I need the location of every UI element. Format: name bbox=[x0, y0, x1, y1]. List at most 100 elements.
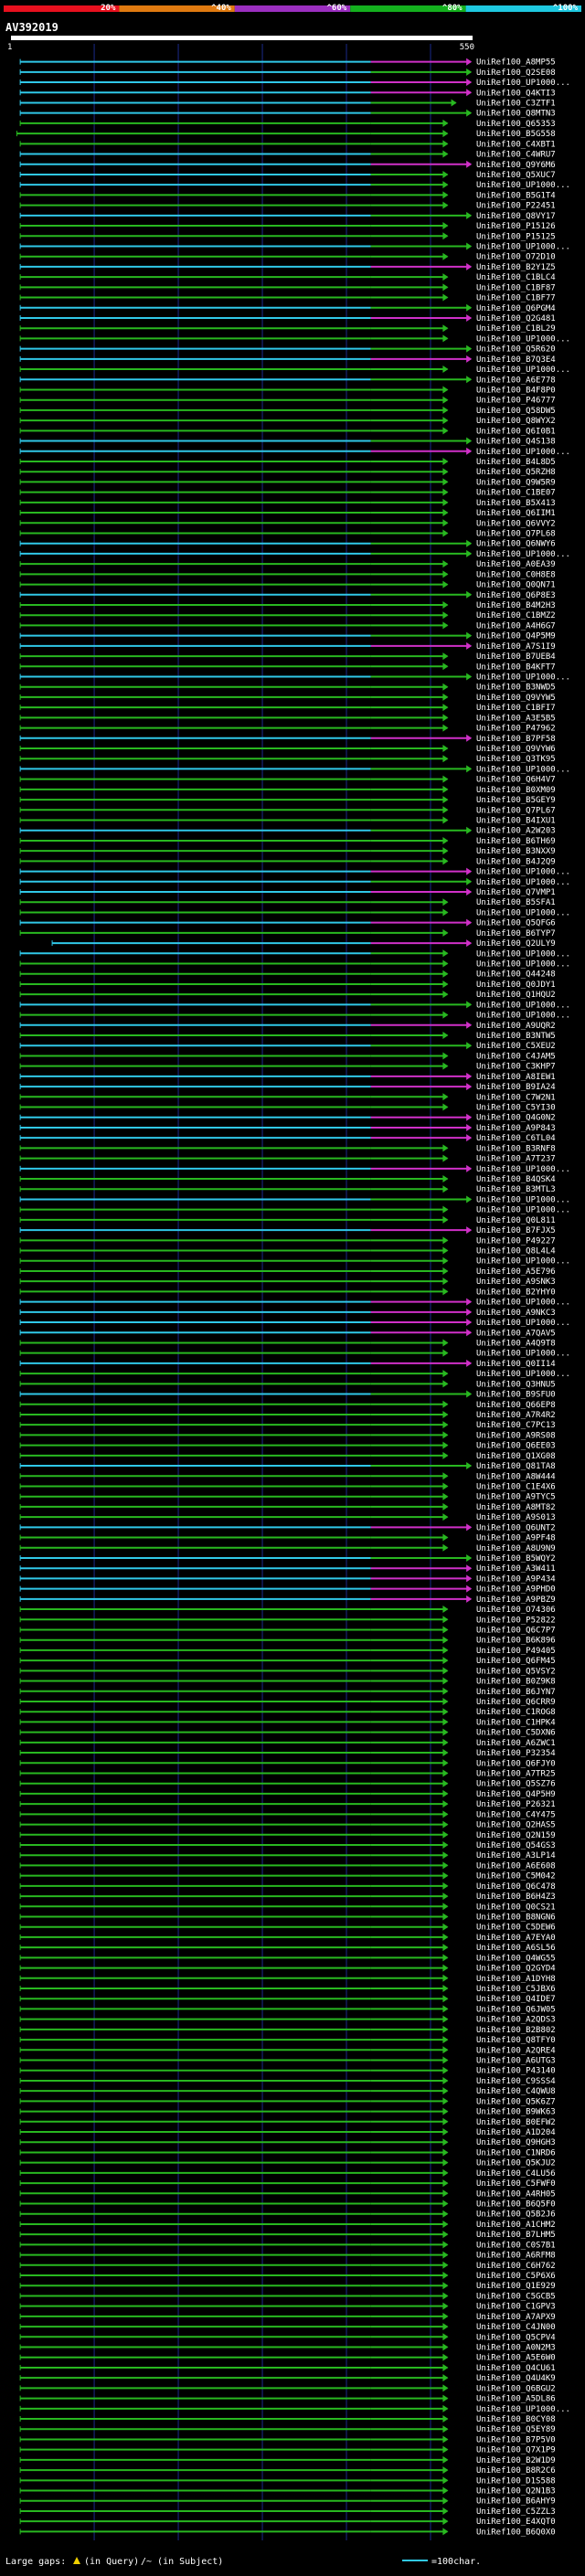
hit-row: UniRef100_A6UTG3 bbox=[19, 2056, 556, 2066]
hit-label: UniRef100_A9PHD0 bbox=[476, 1585, 556, 1595]
identity-scale-segment bbox=[4, 5, 120, 12]
hit-arrow bbox=[466, 1319, 473, 1327]
hit-arrow bbox=[442, 2128, 449, 2136]
hit-label: UniRef100_UP1000... bbox=[476, 908, 570, 917]
hit-arrow bbox=[442, 2343, 449, 2351]
hit-arrow bbox=[466, 262, 473, 270]
hit-row: UniRef100_Q5SZ76 bbox=[19, 1779, 556, 1789]
hit-label: UniRef100_C1BLC4 bbox=[476, 273, 556, 282]
hit-arrow bbox=[466, 1072, 473, 1080]
hit-label: UniRef100_C5M042 bbox=[476, 1872, 556, 1882]
hit-arrow bbox=[442, 119, 449, 127]
hit-label: UniRef100_B9IA24 bbox=[476, 1083, 556, 1092]
hit-row: UniRef100_B2B802 bbox=[19, 2025, 556, 2035]
hit-row: UniRef100_A2W203 bbox=[19, 826, 556, 836]
hit-arrow bbox=[442, 2046, 449, 2054]
hit-label: UniRef100_B3NXX9 bbox=[476, 847, 556, 856]
hit-label: UniRef100_B4KFT7 bbox=[476, 663, 556, 672]
hit-label: UniRef100_C1BL29 bbox=[476, 324, 556, 334]
hit-arrow bbox=[466, 539, 473, 547]
hit-row: UniRef100_Q5EY89 bbox=[19, 2425, 556, 2434]
hit-arrow bbox=[466, 1595, 473, 1603]
hit-arrow bbox=[451, 99, 457, 107]
hit-label: UniRef100_B2B802 bbox=[476, 2026, 556, 2035]
hit-row: UniRef100_UP1000... bbox=[19, 1011, 570, 1021]
hit-label: UniRef100_C1ROG8 bbox=[476, 1708, 556, 1717]
hit-label: UniRef100_B7P5V0 bbox=[476, 2435, 556, 2444]
hit-label: UniRef100_A7TR25 bbox=[476, 1769, 556, 1778]
hit-row: UniRef100_A3E5B5 bbox=[19, 714, 556, 723]
hit-row: UniRef100_Q6VVY2 bbox=[19, 519, 556, 528]
hit-arrow bbox=[466, 1226, 473, 1235]
hit-arrow bbox=[442, 1246, 449, 1255]
hit-row: UniRef100_A8MP55 bbox=[19, 58, 556, 68]
hit-row: UniRef100_Q5KJU2 bbox=[19, 2158, 556, 2168]
hit-arrow bbox=[442, 1533, 449, 1542]
hit-label: UniRef100_Q6BGU2 bbox=[476, 2384, 556, 2393]
hit-row: UniRef100_UP1000... bbox=[19, 867, 570, 877]
hit-arrow bbox=[466, 1298, 473, 1306]
hit-row: UniRef100_A2QDS3 bbox=[19, 2015, 556, 2025]
hit-label: UniRef100_Q6CRR9 bbox=[476, 1698, 556, 1707]
hit-arrow bbox=[466, 79, 473, 87]
hit-row: UniRef100_C1ROG8 bbox=[19, 1708, 556, 1717]
hit-row: UniRef100_Q0II14 bbox=[19, 1359, 556, 1369]
hit-row: UniRef100_A7EYA0 bbox=[19, 1933, 556, 1943]
hit-arrow bbox=[442, 847, 449, 855]
hit-label: UniRef100_C4JAM5 bbox=[476, 1052, 556, 1061]
hit-arrow bbox=[442, 2066, 449, 2074]
hit-row: UniRef100_Q2GYD4 bbox=[19, 1964, 556, 1974]
hit-label: UniRef100_B5G1T4 bbox=[476, 191, 556, 200]
hit-label: UniRef100_Q5B2J6 bbox=[476, 2210, 556, 2220]
hit-arrow bbox=[442, 1052, 449, 1060]
hit-row: UniRef100_C6H762 bbox=[19, 2261, 556, 2271]
hit-arrow bbox=[442, 2241, 449, 2249]
hit-label: UniRef100_C5P6X6 bbox=[476, 2272, 556, 2281]
hit-row: UniRef100_Q5B2J6 bbox=[19, 2210, 556, 2220]
hit-row: UniRef100_B9SFU0 bbox=[19, 1390, 556, 1400]
hit-arrow bbox=[442, 857, 449, 865]
hit-arrow bbox=[442, 1985, 449, 1993]
hit-row: UniRef100_UP1000... bbox=[19, 1319, 570, 1328]
hit-arrow bbox=[466, 89, 473, 97]
hit-row: UniRef100_P49405 bbox=[19, 1646, 556, 1656]
hit-arrow bbox=[466, 447, 473, 455]
hit-row: UniRef100_Q8L4L4 bbox=[19, 1246, 556, 1256]
hit-rows: UniRef100_A8MP55UniRef100_Q2SE08UniRef10… bbox=[16, 58, 570, 2537]
hit-label: UniRef100_Q8L4L4 bbox=[476, 1247, 556, 1256]
legend-gaps-label: Large gaps: bbox=[5, 2557, 66, 2567]
hit-label: UniRef100_Q6H4V7 bbox=[476, 776, 556, 785]
hit-row: UniRef100_A0N2M3 bbox=[19, 2343, 556, 2353]
hit-arrow bbox=[442, 1964, 449, 1972]
hit-row: UniRef100_C4QWU8 bbox=[19, 2087, 556, 2096]
hit-label: UniRef100_A5E6W0 bbox=[476, 2354, 556, 2363]
hit-label: UniRef100_UP1000... bbox=[476, 550, 570, 559]
hit-row: UniRef100_UP1000... bbox=[19, 181, 570, 190]
hit-arrow bbox=[442, 1861, 449, 1870]
hit-row: UniRef100_A0EA39 bbox=[19, 560, 556, 569]
hit-label: UniRef100_Q0L811 bbox=[476, 1216, 556, 1225]
hit-arrow bbox=[466, 765, 473, 773]
hit-arrow bbox=[442, 1513, 449, 1521]
hit-label: UniRef100_Q4CU61 bbox=[476, 2364, 556, 2373]
hit-label: UniRef100_Q6IIM1 bbox=[476, 509, 556, 518]
hit-arrow bbox=[442, 2189, 449, 2198]
hit-arrow bbox=[442, 2455, 449, 2464]
hit-label: UniRef100_C6H762 bbox=[476, 2262, 556, 2271]
hit-label: UniRef100_P15126 bbox=[476, 222, 556, 231]
hit-row: UniRef100_Q6C478 bbox=[19, 1882, 556, 1892]
hit-row: UniRef100_Q4WG55 bbox=[19, 1954, 556, 1963]
hit-label: UniRef100_C3KHP7 bbox=[476, 1063, 556, 1072]
hit-arrow bbox=[442, 1759, 449, 1767]
identity-scale-label: ^100% bbox=[553, 4, 579, 13]
hit-label: UniRef100_C6TL04 bbox=[476, 1134, 556, 1143]
hit-label: UniRef100_Q5VSY2 bbox=[476, 1667, 556, 1676]
hit-row: UniRef100_Q7VMP1 bbox=[19, 888, 556, 897]
hit-row: UniRef100_UP1000... bbox=[19, 1001, 570, 1010]
hit-row: UniRef100_C9SSS4 bbox=[19, 2076, 556, 2086]
hit-arrow bbox=[442, 1923, 449, 1931]
hit-label: UniRef100_P47962 bbox=[476, 725, 556, 734]
hit-row: UniRef100_UP1000... bbox=[19, 908, 570, 917]
identity-scale-segment bbox=[234, 5, 351, 12]
